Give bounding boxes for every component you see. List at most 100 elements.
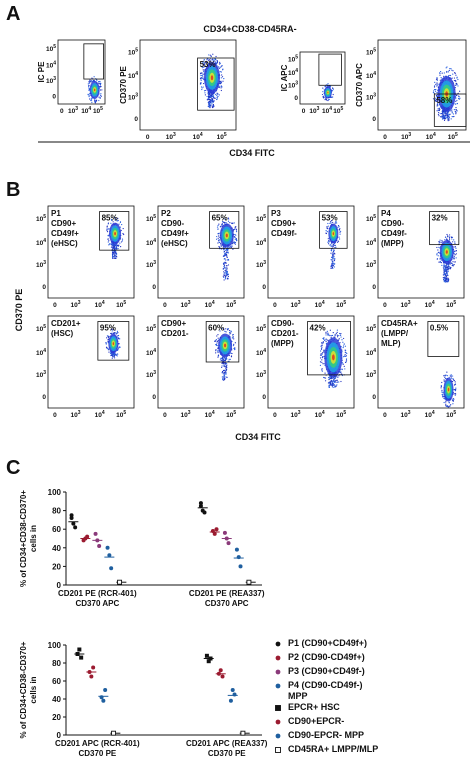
- event-dot: [443, 397, 445, 399]
- event-dot: [221, 366, 223, 368]
- dot: [246, 579, 252, 585]
- tick-label: 0: [42, 394, 46, 401]
- tick-label: 0: [262, 284, 266, 291]
- event-dot: [445, 403, 447, 405]
- tick-label: 105: [46, 44, 56, 53]
- density-cloud: [87, 76, 103, 104]
- event-dot: [225, 274, 227, 277]
- event-dot: [324, 86, 326, 88]
- tick-base: 10: [128, 95, 136, 102]
- event-dot: [111, 256, 114, 258]
- tick-label: 104: [81, 106, 91, 115]
- tick-exp: 5: [373, 324, 376, 330]
- event-dot: [228, 358, 230, 360]
- event-dot: [331, 386, 334, 388]
- tick-label: 105: [366, 48, 376, 57]
- event-dot: [339, 334, 341, 337]
- event-dot: [327, 241, 329, 243]
- event-dot: [122, 227, 124, 230]
- tick-exp: 4: [263, 238, 266, 244]
- event-dot: [111, 357, 113, 359]
- event-dot: [443, 115, 445, 118]
- tick-exp: 3: [153, 260, 156, 266]
- event-dot: [219, 359, 221, 361]
- event-dot: [328, 385, 330, 387]
- tick-label: 0: [152, 284, 156, 291]
- density-cloud: [321, 83, 334, 102]
- event-dot: [451, 398, 454, 400]
- tick-exp: 3: [263, 260, 266, 266]
- tick-label: 105: [336, 410, 346, 419]
- event-dot: [455, 80, 457, 82]
- event-dot: [226, 250, 228, 252]
- event-dot: [213, 95, 215, 97]
- event-dot: [224, 277, 227, 279]
- event-dot: [439, 74, 441, 76]
- event-dot: [226, 364, 228, 366]
- event-dot: [455, 113, 457, 115]
- legend-label: CD90-EPCR- MPP: [288, 730, 365, 740]
- event-dot: [328, 99, 330, 101]
- event-dot: [113, 246, 116, 248]
- event-dot: [443, 72, 445, 74]
- dot: [216, 671, 221, 676]
- event-dot: [117, 217, 119, 219]
- event-dot: [443, 280, 445, 282]
- event-dot: [321, 359, 323, 361]
- event-dot: [217, 237, 219, 239]
- tick-label: 0: [152, 394, 156, 401]
- event-dot: [343, 365, 345, 367]
- event-dot: [444, 115, 446, 117]
- event-dot: [91, 97, 93, 100]
- event-dot: [345, 358, 348, 360]
- tick-label: 105: [446, 410, 456, 419]
- event-dot: [436, 103, 438, 106]
- event-dot: [227, 220, 230, 222]
- event-dot: [331, 87, 334, 89]
- event-dot: [221, 65, 223, 67]
- event-dot: [116, 244, 119, 246]
- event-dot: [234, 238, 236, 240]
- dot: [236, 555, 241, 560]
- event-dot: [446, 264, 449, 266]
- tick-label: 103: [71, 300, 81, 309]
- event-dot: [450, 376, 452, 378]
- event-dot: [453, 379, 455, 382]
- event-dot: [105, 342, 107, 344]
- tick-exp: 5: [295, 54, 298, 60]
- dot: [109, 566, 114, 571]
- gate: [197, 57, 235, 111]
- y-tick-label: 60: [52, 525, 61, 534]
- event-dot: [110, 354, 113, 356]
- event-dot: [233, 228, 236, 230]
- event-dot: [453, 264, 455, 266]
- event-dot: [224, 278, 227, 280]
- event-dot: [333, 244, 335, 246]
- event-dot: [447, 274, 449, 276]
- event-dot: [204, 65, 206, 67]
- event-dot: [332, 252, 334, 254]
- event-dot: [212, 53, 214, 55]
- event-dot: [448, 238, 451, 240]
- dot: [97, 543, 102, 548]
- tick-base: 10: [46, 78, 54, 85]
- tick-exp: 5: [343, 300, 346, 306]
- tick-exp: 4: [433, 132, 436, 138]
- event-dot: [344, 361, 347, 363]
- tick-exp: 5: [224, 132, 227, 138]
- event-dot: [443, 114, 445, 116]
- event-dot: [439, 79, 441, 81]
- event-dot: [439, 70, 442, 73]
- tick-label: 105: [116, 300, 126, 309]
- event-dot: [222, 267, 224, 269]
- event-dot: [228, 218, 230, 220]
- event-dot: [224, 269, 226, 272]
- event-dot: [203, 60, 205, 62]
- event-dot: [222, 362, 224, 364]
- legend-swatch: [275, 719, 281, 725]
- dot: [75, 652, 80, 656]
- event-dot: [221, 365, 223, 367]
- dot: [93, 531, 98, 536]
- event-dot: [219, 241, 221, 244]
- event-dot: [214, 58, 216, 60]
